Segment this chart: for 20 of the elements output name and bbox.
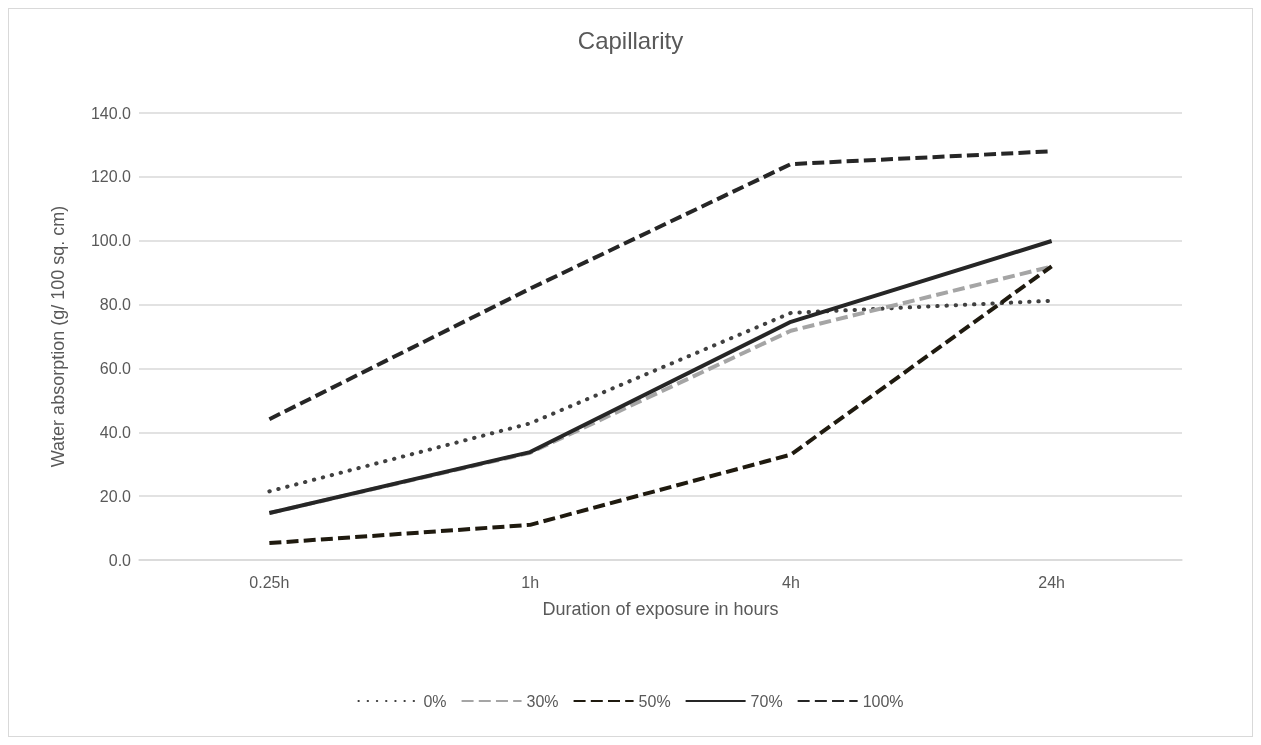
y-tick-label: 100.0 (90, 232, 132, 250)
chart-title: Capillarity (577, 26, 684, 54)
y-tick-label: 80.0 (99, 296, 132, 314)
x-tick-label: 4h (781, 573, 800, 591)
y-tick-label: 20.0 (99, 487, 132, 505)
y-tick-label: 60.0 (99, 359, 132, 377)
legend-label: 30% (526, 692, 559, 710)
x-tick-label: 0.25h (249, 573, 290, 591)
x-tick-label: 1h (521, 573, 540, 591)
legend-label: 70% (750, 692, 783, 710)
legend-label: 100% (862, 692, 904, 710)
y-tick-label: 0.0 (108, 551, 132, 569)
y-axis-title: Water absorption (g/ 100 sq. cm) (48, 205, 68, 468)
legend-label: 0% (423, 692, 447, 710)
legend-label: 50% (638, 692, 671, 710)
y-tick-label: 140.0 (90, 104, 132, 122)
x-axis-title: Duration of exposure in hours (542, 599, 779, 619)
y-tick-label: 120.0 (90, 168, 132, 186)
y-tick-label: 40.0 (99, 423, 132, 441)
x-tick-label: 24h (1038, 573, 1065, 591)
